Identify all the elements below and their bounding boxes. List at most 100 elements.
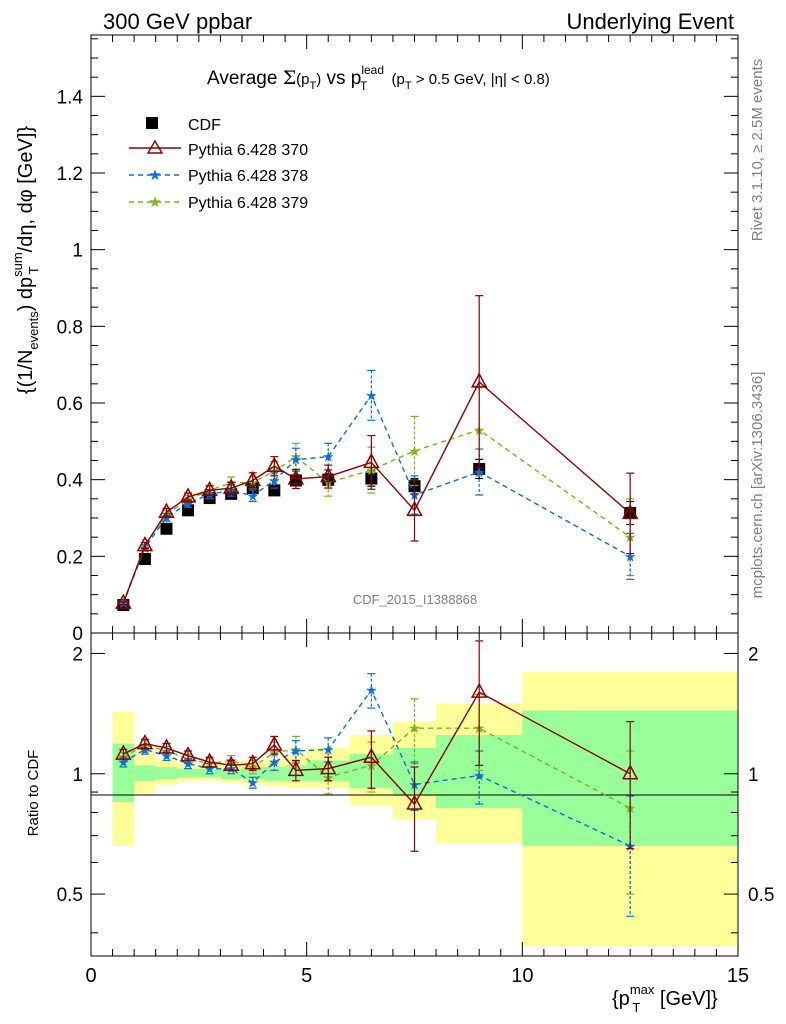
- marker-star: ★: [268, 473, 281, 489]
- marker-star: ★: [365, 388, 378, 404]
- lower-ytick-label-right: 1: [748, 765, 759, 786]
- marker-star: ★: [139, 743, 152, 759]
- upper-ylabel: {(1/Nevents) dpsumT/dη, dφ [GeV]}: [10, 126, 41, 394]
- marker-square: [160, 522, 173, 535]
- marker-triangle: [621, 503, 639, 520]
- series-line-pythia-6-428-378: [122, 393, 631, 604]
- upper-ytick-label: 0.2: [57, 547, 83, 568]
- marker-triangle: [363, 747, 380, 763]
- marker-triangle: [319, 467, 337, 483]
- band-green: [155, 766, 178, 780]
- upper-ytick-label: 1.2: [57, 164, 83, 185]
- title-vs-sup: lead: [361, 63, 384, 77]
- marker-triangle: [244, 754, 262, 770]
- marker-star: ★: [268, 755, 281, 771]
- upper-axis-ticks: 0 0.2 0.4 0.6 0.8 1 1.2 1.4: [57, 35, 739, 645]
- rivet-label: Rivet 3.1.10, ≥ 2.5M events: [749, 59, 766, 242]
- legend-marker-370: [146, 139, 164, 154]
- marker-star: ★: [290, 744, 303, 760]
- band-green: [134, 765, 156, 781]
- xtick-label: 10: [511, 965, 533, 987]
- series-line-pythia-6-428-370: [122, 380, 631, 604]
- band-green: [112, 743, 135, 802]
- title-vs: vs p: [321, 68, 361, 89]
- marker-triangle: [363, 452, 380, 469]
- marker-star: ★: [322, 450, 335, 466]
- marker-triangle: [136, 733, 154, 750]
- ratio-ylabel: Ratio to CDF: [25, 750, 42, 837]
- band-green: [263, 766, 286, 781]
- title-cut: (p: [387, 71, 405, 88]
- ylabel-a: {(1/N: [15, 350, 37, 394]
- legend-marker-cdf: [146, 117, 158, 129]
- legend: CDF Pythia 6.428 370 ★ Pythia 6.428 378 …: [129, 117, 308, 212]
- title-sigma: Σ: [283, 67, 296, 89]
- marker-star: ★: [290, 450, 303, 466]
- title-vs-sub: T: [360, 79, 368, 93]
- lower-series-layer: ★★★★★★★★★★★★★★★★★★★★★★★★★★★★: [115, 640, 639, 917]
- marker-star: ★: [473, 465, 486, 481]
- marker-star: ★: [408, 721, 421, 737]
- marker-triangle: [470, 682, 488, 698]
- marker-triangle: [115, 744, 132, 760]
- marker-triangle: [244, 470, 262, 487]
- marker-triangle: [115, 593, 132, 609]
- lower-ytick-label: 1: [72, 765, 83, 786]
- marker-triangle: [158, 502, 175, 518]
- marker-star: ★: [322, 743, 335, 759]
- lower-ytick-label-right: 0.5: [748, 885, 774, 906]
- marker-star: ★: [160, 510, 173, 526]
- marker-triangle: [222, 755, 240, 772]
- marker-star: ★: [365, 683, 378, 699]
- marker-triangle: [287, 469, 305, 485]
- marker-triangle: [266, 735, 283, 751]
- series-line-pythia-6-428-379: [122, 429, 631, 603]
- marker-star: ★: [473, 769, 486, 785]
- upper-ytick-label: 0.6: [57, 394, 83, 415]
- legend-marker-378: ★: [148, 166, 161, 184]
- chart-title: Average Σ(pT) vs plead T (pT > 0.5 GeV, |…: [207, 63, 550, 93]
- upper-ytick-label: 0.4: [57, 471, 84, 492]
- band-green: [177, 768, 199, 778]
- marker-triangle: [201, 752, 218, 768]
- title-sigma-sub: T: [309, 80, 316, 92]
- header-left: 300 GeV ppbar: [103, 9, 252, 34]
- marker-triangle: [319, 759, 337, 775]
- band-green: [198, 768, 221, 778]
- ylabel-b: ) dp: [15, 277, 37, 311]
- marker-triangle: [470, 372, 488, 388]
- upper-series-layer: ★★★★★★★★★★★★★★★★★★★★★★★★★★★★: [115, 295, 639, 612]
- marker-triangle: [136, 536, 154, 552]
- marker-triangle: [179, 746, 197, 762]
- upper-ytick-label: 1: [72, 241, 83, 262]
- xtick-label: 0: [85, 965, 96, 987]
- upper-ytick-label: 0: [72, 624, 83, 645]
- marker-triangle: [406, 794, 423, 810]
- series-line-pythia-6-428-379: [123, 727, 631, 809]
- marker-star: ★: [408, 444, 421, 460]
- xlabel: {pmax T [GeV]}: [612, 982, 718, 1015]
- title-prefix: Average: [207, 68, 283, 89]
- legend-label-cdf: CDF: [188, 117, 221, 134]
- ylabel-c: /dη, dφ [GeV]}: [15, 126, 37, 253]
- title-sigma-close: ): [316, 71, 321, 88]
- marker-triangle: [621, 764, 639, 780]
- legend-label-370: Pythia 6.428 370: [188, 142, 308, 159]
- marker-triangle: [406, 500, 423, 517]
- ratio-uncertainty-bands: [112, 671, 738, 947]
- xtick-label: 5: [301, 965, 312, 987]
- ylabel-b-sub: T: [26, 266, 41, 274]
- marker-square: [138, 553, 151, 566]
- lower-axis-ticks: 0.5 0.5 1 1 2 2 0 5 10 15: [57, 633, 774, 987]
- legend-marker-379: ★: [148, 193, 161, 211]
- title-cut-sub: T: [405, 80, 412, 92]
- marker-triangle: [201, 480, 218, 497]
- marker-triangle: [158, 738, 175, 754]
- title-cut-rest: > 0.5 GeV, |η| < 0.8): [412, 71, 550, 88]
- analysis-watermark: CDF_2015_I1388868: [353, 592, 477, 607]
- upper-ytick-label: 0.8: [57, 317, 83, 338]
- marker-triangle: [287, 760, 305, 777]
- xtick-label: 15: [727, 965, 749, 987]
- marker-star: ★: [203, 762, 216, 778]
